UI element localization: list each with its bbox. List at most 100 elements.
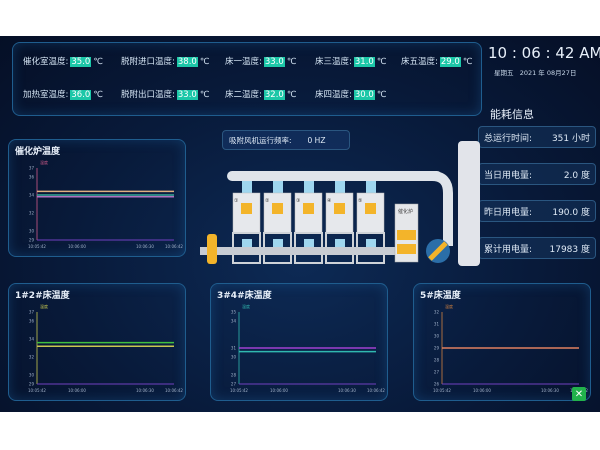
weekday: 星期五 — [494, 69, 514, 77]
chart-title: 3#4#床温度 — [217, 291, 272, 301]
close-icon[interactable]: ✕ — [572, 387, 586, 401]
energy-label: 累计用电量: — [484, 244, 533, 255]
x-tick-label: 10:06:30 — [541, 388, 559, 393]
temperature-value: 35.0 — [70, 57, 92, 67]
temperature-reading: 脱附出口温度: 33.0 ℃ — [121, 88, 209, 100]
x-tick-label: 10:06:42 — [367, 388, 385, 393]
temperature-label: 床三温度: — [315, 57, 352, 67]
temperature-reading: 床二温度: 32.0 ℃ — [225, 88, 296, 100]
y-tick-label: 34 — [29, 193, 35, 198]
energy-title: 能耗信息 — [490, 108, 534, 121]
energy-value: 17983 度 — [549, 244, 591, 255]
temperature-reading: 床三温度: 31.0 ℃ — [315, 55, 386, 67]
temperature-unit: ℃ — [199, 57, 210, 67]
y-tick-label: 34 — [231, 319, 237, 324]
y-tick-label: 32 — [29, 355, 35, 360]
clock-date: 星期五 2021 年 08月27日 — [494, 67, 576, 77]
x-tick-label: 10:06:00 — [68, 244, 86, 249]
temperature-label: 脱附出口温度: — [121, 90, 175, 100]
y-tick-label: 37 — [29, 166, 35, 171]
temperature-value: 33.0 — [176, 90, 198, 100]
y-tick-label: 37 — [29, 310, 35, 315]
x-tick-label: 10:05:42 — [433, 388, 451, 393]
temperature-reading: 脱附进口温度: 38.0 ℃ — [121, 55, 209, 67]
fan-frequency-label: 吸附风机运行频率: — [229, 135, 292, 145]
fan-frequency: 吸附风机运行频率: 0 HZ — [222, 130, 350, 150]
y-tick-label: 31 — [434, 322, 440, 327]
temperature-panel: 催化室温度: 35.0 ℃ 脱附进口温度: 38.0 ℃ 床一温度: 33.0 ℃ 床三温度: 31… — [12, 42, 482, 116]
temperature-unit: ℃ — [93, 57, 103, 67]
y-tick-label: 30 — [29, 373, 35, 378]
temperature-label: 床二温度: — [225, 90, 262, 100]
chart-plot: 温度 29 30 32 34 36 37 10:05:42 10:06:00 10:06:30 10… — [28, 303, 183, 393]
y-tick-label: 26 — [434, 382, 440, 387]
temperature-value: 29.0 — [439, 57, 461, 67]
x-tick-label: 10:05:42 — [28, 244, 46, 249]
chart-plot: 温度 26 27 28 29 30 31 32 10:05:42 10:06:00 10:06:30… — [433, 303, 588, 393]
chart-panel: 3#4#床温度 温度 27 28 30 31 34 35 10:05:42 10:06:00 10:… — [210, 283, 388, 401]
temperature-unit: ℃ — [376, 57, 387, 67]
y-tick-label: 31 — [231, 346, 237, 351]
chart-plot: 温度 29 30 32 34 36 37 10:05:42 10:06:00 10:06:30 10… — [28, 159, 183, 249]
energy-value: 190.0 度 — [552, 207, 590, 218]
dashboard-screen: 催化室温度: 35.0 ℃ 脱附进口温度: 38.0 ℃ 床一温度: 33.0 ℃ 床三温度: 31… — [0, 36, 600, 412]
chart-plot: 温度 27 28 30 31 34 35 10:05:42 10:06:00 10:06:30 10… — [230, 303, 385, 393]
y-axis-label: 温度 — [40, 303, 48, 309]
equipment-diagram: ① ② ③ ④ ⑤ 催化炉 — [200, 141, 480, 266]
temperature-value: 30.0 — [353, 90, 375, 100]
temperature-label: 床一温度: — [225, 57, 262, 67]
y-tick-label: 30 — [434, 334, 440, 339]
y-tick-label: 30 — [29, 229, 35, 234]
temperature-label: 床四温度: — [315, 90, 352, 100]
temperature-label: 床五温度: — [401, 57, 438, 67]
temperature-unit: ℃ — [462, 57, 473, 67]
date: 2021 年 08月27日 — [519, 69, 577, 77]
bed-number: ⑤ — [358, 198, 362, 204]
temperature-value: 31.0 — [353, 57, 375, 67]
x-tick-label: 10:06:42 — [165, 244, 183, 249]
temperature-value: 32.0 — [263, 90, 285, 100]
energy-label: 总运行时间: — [484, 133, 533, 144]
x-tick-label: 10:06:30 — [338, 388, 356, 393]
energy-label: 当日用电量: — [484, 170, 533, 181]
chart-panel: 5#床温度 温度 26 27 28 29 30 31 32 10:05:42 10:06:00 10:… — [413, 283, 591, 401]
temperature-unit: ℃ — [376, 90, 387, 100]
y-tick-label: 30 — [231, 355, 237, 360]
y-tick-label: 35 — [231, 310, 237, 315]
x-tick-label: 10:06:42 — [165, 388, 183, 393]
y-tick-label: 32 — [29, 211, 35, 216]
chart-title: 1#2#床温度 — [15, 291, 70, 301]
y-tick-label: 27 — [231, 382, 237, 387]
clock-time: 10 : 06 : 42 AM — [488, 44, 600, 62]
energy-value: 2.0 度 — [563, 170, 590, 181]
temperature-label: 加热室温度: — [23, 90, 69, 100]
temperature-value: 38.0 — [176, 57, 198, 67]
chart-panel: 催化炉温度 温度 29 30 32 34 36 37 10:05:42 10:06:00 10:06… — [8, 139, 186, 257]
y-tick-label: 27 — [434, 370, 440, 375]
y-axis-label: 温度 — [445, 303, 453, 309]
temperature-reading: 床四温度: 30.0 ℃ — [315, 88, 386, 100]
temperature-label: 脱附进口温度: — [121, 57, 175, 67]
temperature-reading: 加热室温度: 36.0 ℃ — [23, 88, 103, 100]
temperature-value: 33.0 — [263, 57, 285, 67]
chart-title: 催化炉温度 — [15, 147, 61, 157]
energy-item: 当日用电量: 2.0 度 — [478, 163, 596, 185]
temperature-unit: ℃ — [286, 90, 297, 100]
chart-panel: 1#2#床温度 温度 29 30 32 34 36 37 10:05:42 10:06:00 10:… — [8, 283, 186, 401]
y-tick-label: 29 — [29, 382, 35, 387]
chart-title: 5#床温度 — [420, 291, 461, 301]
energy-item: 总运行时间: 351 小时 — [478, 126, 596, 148]
bed-number: ① — [234, 198, 239, 204]
temperature-unit: ℃ — [286, 57, 297, 67]
energy-value: 351 小时 — [551, 133, 590, 144]
y-tick-label: 36 — [29, 175, 35, 180]
temperature-unit: ℃ — [199, 90, 210, 100]
y-tick-label: 29 — [434, 346, 440, 351]
temperature-label: 催化室温度: — [23, 57, 69, 67]
bed-number: ③ — [296, 198, 300, 204]
energy-item: 累计用电量: 17983 度 — [478, 237, 596, 259]
temperature-value: 36.0 — [70, 90, 92, 100]
energy-item: 昨日用电量: 190.0 度 — [478, 200, 596, 222]
x-tick-label: 10:06:30 — [136, 244, 154, 249]
y-tick-label: 36 — [29, 319, 35, 324]
